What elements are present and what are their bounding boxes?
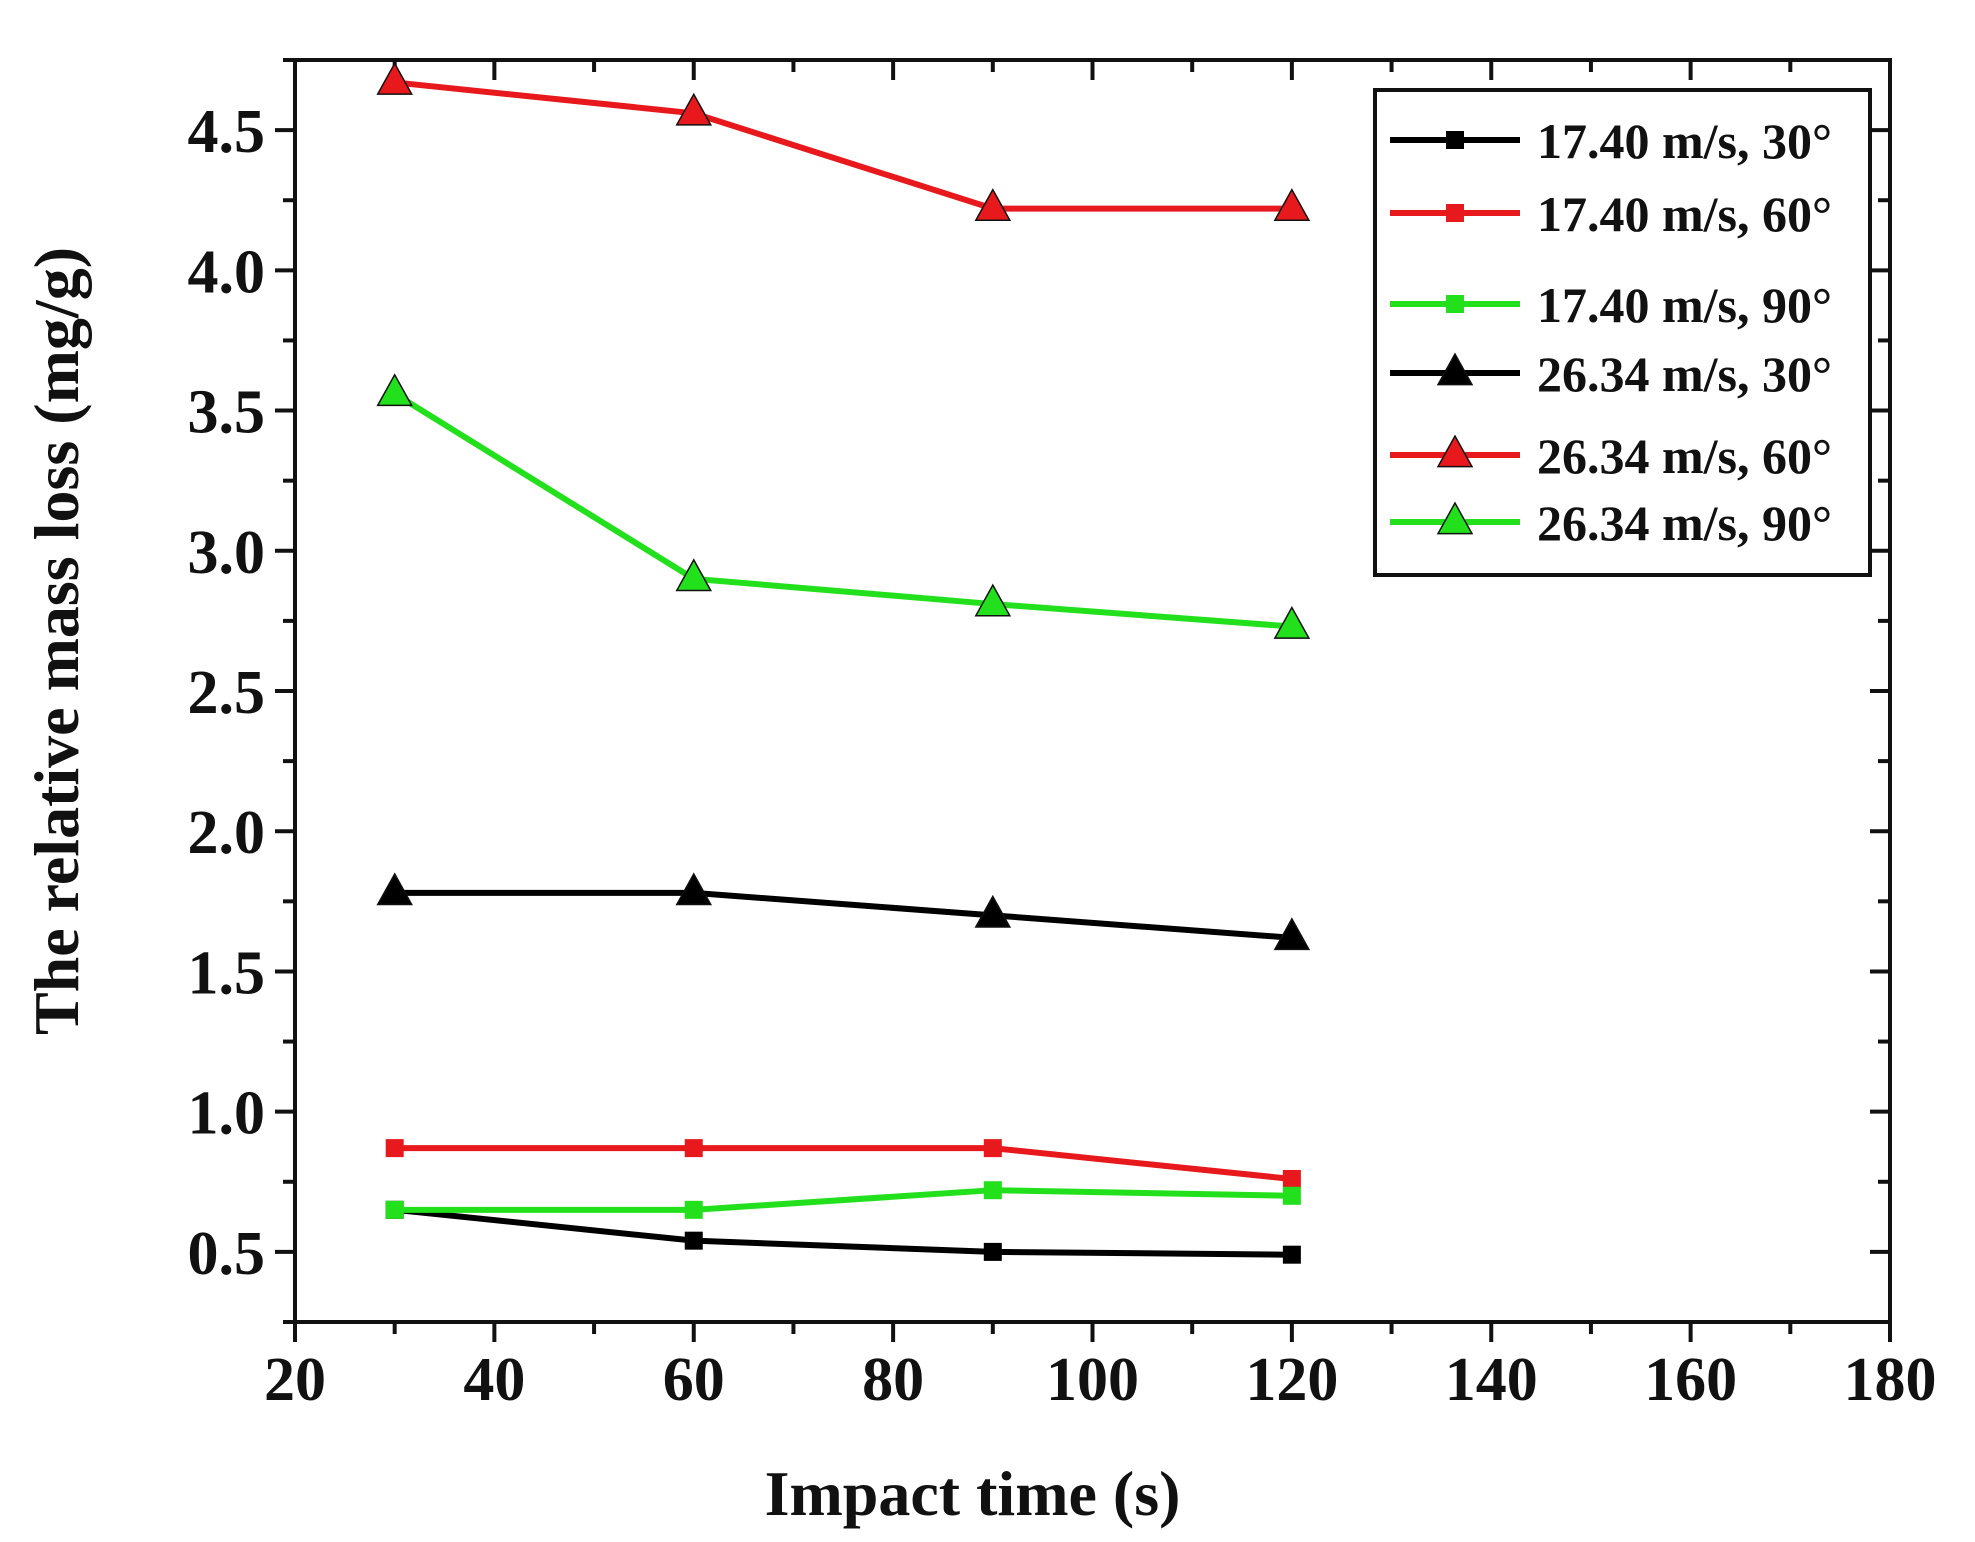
series-line-26-34-m-s-60 — [394, 79, 1292, 212]
data-point-17-40-m-s-30 — [684, 1231, 703, 1250]
data-point-26-34-m-s-30 — [675, 872, 713, 906]
data-point-26-34-m-s-90 — [974, 583, 1012, 617]
series-17-40-m-s-30 — [385, 1200, 1301, 1264]
data-point-17-40-m-s-60 — [684, 1139, 703, 1158]
legend-label-17-40-m-s-30: 17.40 m/s, 30° — [1537, 113, 1832, 169]
plot-frame — [293, 58, 1892, 1324]
series-line-26-34-m-s-90 — [393, 391, 1293, 630]
legend-marker-26-34-m-s-60 — [1436, 434, 1474, 468]
data-point-17-40-m-s-90 — [684, 1200, 703, 1219]
y-tick-label: 1.5 — [188, 939, 266, 1007]
y-tick-label: 4.5 — [188, 98, 266, 166]
data-point-26-34-m-s-90 — [1273, 605, 1311, 639]
data-point-17-40-m-s-30 — [983, 1242, 1002, 1261]
data-point-26-34-m-s-30 — [1273, 917, 1311, 951]
legend-marker-17-40-m-s-60 — [1446, 204, 1464, 222]
y-tick-label: 2.0 — [188, 799, 266, 867]
legend-marker-17-40-m-s-30 — [1446, 131, 1464, 149]
legend-label-26-34-m-s-90: 26.34 m/s, 90° — [1537, 495, 1832, 551]
data-point-26-34-m-s-60 — [1273, 188, 1311, 222]
data-point-26-34-m-s-60 — [675, 92, 713, 126]
legend: 17.40 m/s, 30° 17.40 m/s, 60° 17.40 m/s, 9… — [1373, 88, 1872, 577]
legend-marker-17-40-m-s-90 — [1446, 295, 1464, 313]
data-point-17-40-m-s-90 — [1282, 1186, 1301, 1205]
x-tick-label: 80 — [862, 1346, 924, 1414]
legend-label-26-34-m-s-30: 26.34 m/s, 30° — [1537, 346, 1832, 402]
series-17-40-m-s-90 — [385, 1181, 1301, 1219]
x-tick-label: 140 — [1445, 1346, 1538, 1414]
legend-label-26-34-m-s-60: 26.34 m/s, 60° — [1537, 428, 1832, 484]
data-point-26-34-m-s-60 — [974, 188, 1012, 222]
legend-frame — [1373, 88, 1872, 577]
data-point-26-34-m-s-30 — [376, 872, 413, 906]
y-tick-label: 4.0 — [188, 238, 266, 306]
series-26-34-m-s-90 — [376, 373, 1311, 639]
data-point-26-34-m-s-90 — [376, 373, 413, 407]
data-point-17-40-m-s-90 — [385, 1200, 404, 1219]
legend-label-17-40-m-s-60: 17.40 m/s, 60° — [1537, 186, 1832, 242]
data-point-26-34-m-s-60 — [376, 61, 413, 95]
x-axis-title: Impact time (s) — [765, 1458, 1181, 1529]
series-26-34-m-s-30 — [376, 872, 1311, 951]
series-line-17-40-m-s-90 — [394, 1187, 1292, 1213]
y-tick-label: 3.5 — [188, 379, 266, 447]
data-point-17-40-m-s-60 — [983, 1139, 1002, 1158]
x-tick-label: 120 — [1245, 1346, 1338, 1414]
series-line-17-40-m-s-60 — [394, 1145, 1293, 1182]
y-tick-label: 0.5 — [188, 1220, 266, 1288]
y-tick-label: 2.5 — [188, 659, 266, 727]
series-line-26-34-m-s-30 — [394, 889, 1293, 941]
y-axis-title: The relative mass loss (mg/g) — [21, 247, 92, 1035]
legend-label-17-40-m-s-90: 17.40 m/s, 90° — [1537, 277, 1832, 333]
x-tick-label: 100 — [1046, 1346, 1139, 1414]
ticks-layer: 20 40 60 80 100 120 140 160 180 0.5 1.0 1.5 2.0 2.5 3.… — [188, 58, 1937, 1414]
series-26-34-m-s-60 — [376, 61, 1311, 222]
legend-marker-26-34-m-s-90 — [1436, 501, 1474, 535]
data-point-17-40-m-s-60 — [385, 1139, 404, 1158]
y-tick-label: 1.0 — [188, 1080, 266, 1148]
x-tick-label: 60 — [663, 1346, 725, 1414]
x-tick-label: 40 — [463, 1346, 525, 1414]
data-point-17-40-m-s-90 — [983, 1181, 1002, 1200]
series-line-17-40-m-s-30 — [394, 1206, 1292, 1258]
data-point-17-40-m-s-30 — [1282, 1245, 1301, 1264]
y-tick-label: 3.0 — [188, 519, 266, 587]
data-point-26-34-m-s-90 — [675, 558, 713, 592]
data-point-17-40-m-s-60 — [1282, 1169, 1301, 1188]
x-tick-label: 180 — [1844, 1346, 1937, 1414]
series-17-40-m-s-60 — [385, 1139, 1301, 1188]
x-tick-label: 20 — [264, 1346, 326, 1414]
data-point-26-34-m-s-30 — [974, 894, 1012, 928]
legend-marker-26-34-m-s-30 — [1436, 352, 1474, 386]
x-tick-label: 160 — [1644, 1346, 1737, 1414]
series-layer — [376, 61, 1311, 1264]
